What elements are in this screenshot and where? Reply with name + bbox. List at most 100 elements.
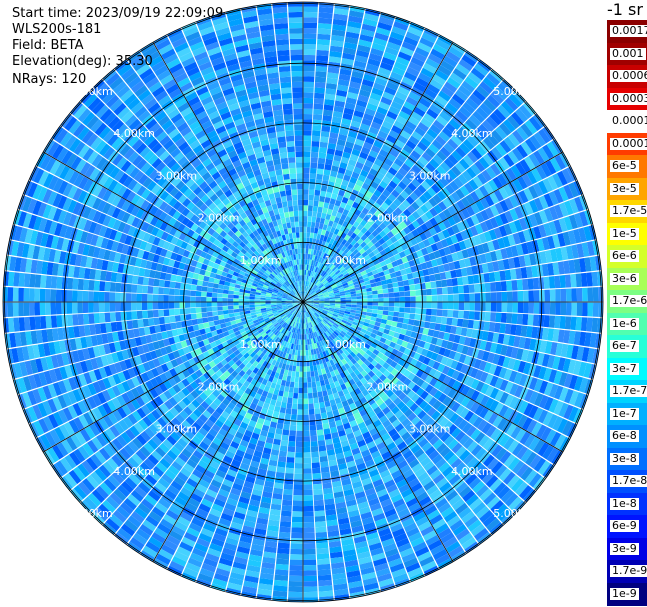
- range-gate: [303, 457, 312, 464]
- range-gate: [346, 222, 353, 230]
- range-gate: [571, 288, 578, 302]
- range-gate: [364, 136, 375, 145]
- range-gate: [361, 146, 371, 155]
- range-gate: [423, 112, 436, 124]
- range-gate: [319, 401, 326, 409]
- range-gate: [274, 477, 285, 484]
- range-gate: [403, 285, 410, 292]
- range-gate: [298, 377, 303, 383]
- range-gate: [560, 302, 567, 316]
- range-gate: [347, 20, 362, 29]
- range-gate: [377, 293, 384, 298]
- range-gate: [337, 84, 349, 92]
- range-gate: [402, 144, 414, 154]
- range-gate: [303, 49, 316, 56]
- range-gate: [386, 41, 401, 51]
- range-gate: [414, 314, 421, 321]
- range-gate: [386, 110, 398, 120]
- range-gate: [307, 210, 313, 217]
- range-gate: [303, 591, 318, 598]
- range-gate: [331, 116, 342, 124]
- range-gate: [317, 33, 331, 41]
- range-gate: [383, 51, 397, 62]
- range-gate: [541, 482, 555, 498]
- range-gate: [306, 232, 311, 238]
- range-gate: [303, 554, 316, 560]
- range-gate: [453, 302, 459, 310]
- range-gate: [349, 225, 357, 233]
- range-gate: [303, 54, 316, 61]
- range-gate: [296, 430, 303, 437]
- range-gate: [327, 142, 337, 150]
- range-gate: [413, 106, 426, 117]
- range-gate: [303, 291, 305, 297]
- range-gate: [405, 139, 417, 150]
- range-gate: [344, 102, 356, 110]
- range-gate: [447, 302, 454, 310]
- range-gate: [570, 316, 577, 331]
- range-gate: [306, 280, 309, 287]
- range-gate: [299, 366, 303, 372]
- range-gate: [316, 261, 321, 268]
- range-gate: [363, 73, 376, 83]
- range-gate: [322, 115, 333, 122]
- range-gate: [318, 6, 334, 14]
- range-gate: [453, 294, 459, 302]
- range-gate: [305, 339, 308, 345]
- range-gate: [501, 302, 508, 313]
- range-gate: [381, 314, 388, 320]
- range-gate: [356, 192, 365, 200]
- range-gate: [322, 207, 328, 214]
- range-gate: [294, 382, 299, 388]
- range-gate: [315, 531, 328, 539]
- range-gate: [303, 269, 305, 276]
- range-gate: [303, 162, 311, 168]
- range-gate: [339, 184, 348, 192]
- range-gate: [318, 590, 334, 598]
- range-gate: [348, 159, 357, 167]
- range-gate: [316, 55, 329, 62]
- range-gate: [317, 558, 330, 565]
- range-gate: [317, 228, 323, 235]
- range-gate: [306, 226, 311, 233]
- range-gate: [356, 295, 363, 300]
- range-gate: [329, 45, 343, 53]
- range-gate: [291, 532, 303, 539]
- range-gate: [316, 386, 322, 393]
- range-gate: [377, 310, 384, 315]
- range-gate: [348, 86, 360, 95]
- range-gate: [376, 285, 383, 291]
- range-gate: [364, 107, 376, 117]
- range-gate: [356, 99, 368, 108]
- range-gate: [469, 302, 475, 311]
- range-gate: [317, 563, 331, 571]
- range-gate: [404, 296, 411, 302]
- range-gate: [387, 311, 394, 317]
- range-gate: [392, 316, 399, 322]
- range-gate: [303, 103, 313, 109]
- range-gate: [391, 125, 403, 135]
- range-gate: [559, 275, 566, 288]
- range-gate: [386, 81, 399, 91]
- range-gate: [397, 134, 409, 145]
- range-gate: [356, 204, 365, 212]
- range-gate: [317, 569, 332, 576]
- range-gate: [345, 297, 352, 300]
- range-gate: [386, 278, 393, 284]
- range-gate: [291, 522, 303, 528]
- range-gate: [288, 586, 303, 593]
- range-gate: [307, 270, 310, 276]
- range-gate: [377, 289, 384, 294]
- range-gate: [415, 296, 422, 302]
- range-gate: [407, 26, 423, 37]
- range-gate: [329, 198, 336, 205]
- range-gate: [294, 376, 299, 383]
- range-gate: [399, 302, 406, 308]
- range-gate: [332, 187, 340, 195]
- range-gate: [312, 254, 316, 261]
- range-gate: [303, 27, 317, 34]
- range-gate: [468, 311, 475, 320]
- range-gate: [370, 181, 379, 190]
- range-gate: [403, 36, 419, 47]
- range-gate: [396, 322, 403, 329]
